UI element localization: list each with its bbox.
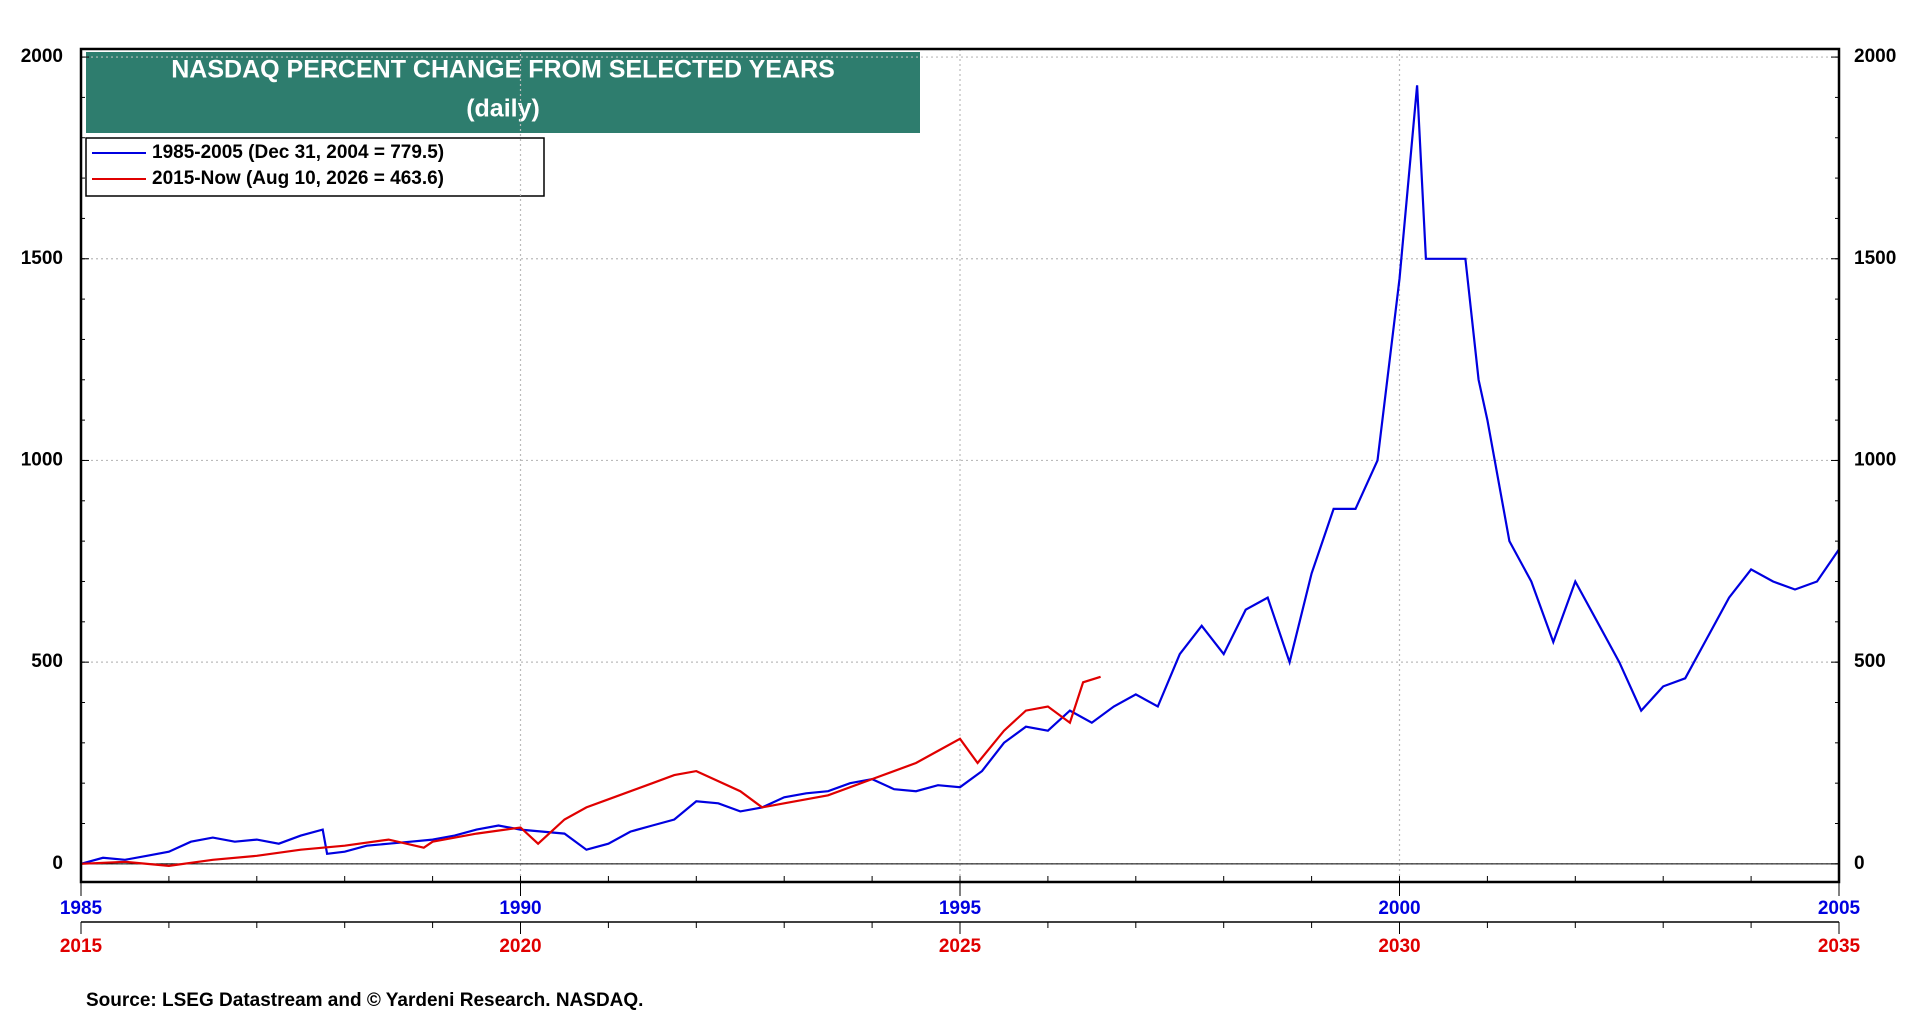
- y-tick-label: 2000: [21, 46, 63, 67]
- legend: [85, 137, 545, 197]
- y2-tick-label: 1500: [1854, 248, 1896, 269]
- y2-tick-label: 0: [1854, 853, 1865, 874]
- source-note: Source: LSEG Datastream and © Yardeni Re…: [86, 990, 643, 1011]
- chart-title: NASDAQ PERCENT CHANGE FROM SELECTED YEAR…: [171, 56, 835, 84]
- legend-label: 2015-Now (Aug 10, 2026 = 463.6): [152, 168, 444, 189]
- y-tick-label: 1500: [21, 248, 63, 269]
- x-tick-label: 2000: [1378, 898, 1420, 919]
- title-box: [86, 52, 920, 133]
- y-tick-label: 1000: [21, 449, 63, 470]
- x-tick-label: 1995: [939, 898, 982, 919]
- y-tick-label: 0: [52, 853, 63, 874]
- y2-tick-label: 2000: [1854, 46, 1896, 67]
- x-tick-label: 1985: [60, 898, 103, 919]
- y2-tick-label: 1000: [1854, 449, 1896, 470]
- y-tick-label: 500: [31, 651, 63, 672]
- legend-label: 1985-2005 (Dec 31, 2004 = 779.5): [152, 142, 444, 163]
- plot-frame: [79, 47, 1841, 884]
- line: [80, 85, 1840, 865]
- chart-subtitle: (daily): [466, 95, 540, 123]
- x2-tick-label: 2015: [60, 936, 103, 957]
- x-tick-label: 1990: [499, 898, 541, 919]
- x2-tick-label: 2025: [939, 936, 982, 957]
- x2-tick-label: 2030: [1378, 936, 1420, 957]
- y2-tick-label: 500: [1854, 651, 1886, 672]
- line: [80, 675, 1101, 868]
- x2-tick-label: 2020: [499, 936, 541, 957]
- x2-tick-label: 2035: [1818, 936, 1861, 957]
- x-tick-label: 2005: [1818, 898, 1861, 919]
